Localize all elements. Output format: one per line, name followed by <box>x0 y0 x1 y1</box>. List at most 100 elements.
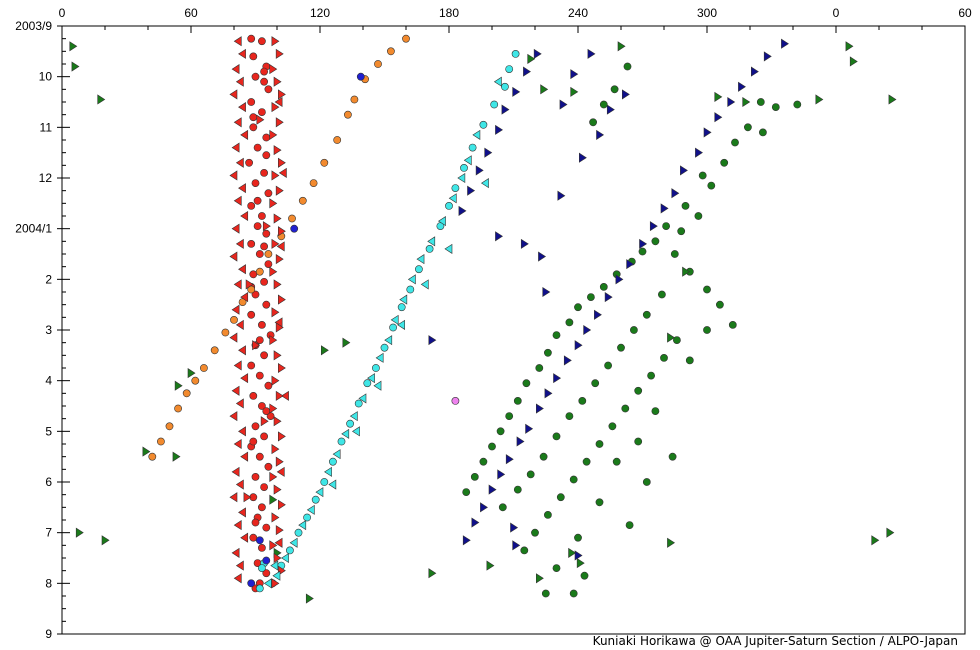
data-marker-left-cyan <box>298 520 307 531</box>
data-point-red <box>249 437 258 446</box>
data-marker-right-navy <box>604 292 613 303</box>
data-marker-right-green <box>428 568 437 579</box>
data-point-cyan <box>479 120 488 129</box>
data-marker-right-navy <box>538 251 547 262</box>
data-point-red <box>260 67 268 76</box>
data-point-red <box>247 310 256 319</box>
data-point-green <box>673 336 681 344</box>
data-marker-right-red <box>275 254 284 265</box>
data-marker-left-red <box>240 451 249 462</box>
axis-ticks: 0 60 120 180 240 300 0 60 2003/9 10 11 12 2004/1 2 3 4 5… <box>15 6 972 641</box>
data-marker-right-green <box>886 527 895 538</box>
data-point-green <box>731 138 739 147</box>
data-marker-left-red <box>238 426 246 437</box>
data-point-red <box>249 113 258 122</box>
data-marker-left-red <box>229 170 238 181</box>
data-point-cyan <box>460 163 468 172</box>
data-marker-left-red <box>235 398 244 409</box>
data-marker-left-red <box>231 64 240 75</box>
data-marker-right-red <box>269 198 278 209</box>
data-marker-left-cyan <box>306 504 315 515</box>
data-point-red <box>257 503 266 512</box>
data-point-green <box>488 442 496 451</box>
data-marker-left-cyan <box>375 352 384 363</box>
data-point-green <box>522 379 531 388</box>
data-point-green <box>580 571 589 580</box>
data-point-green <box>544 348 552 357</box>
data-point-green <box>604 361 612 370</box>
data-marker-right-navy <box>525 423 534 434</box>
data-marker-right-green <box>682 266 691 277</box>
data-marker-right-red <box>275 48 284 59</box>
data-point-orange <box>230 315 238 324</box>
data-marker-right-red <box>269 129 278 140</box>
data-marker-right-red <box>273 552 282 564</box>
data-point-red <box>249 270 258 279</box>
data-marker-right-green <box>101 535 110 546</box>
data-point-cyan <box>337 437 346 446</box>
data-marker-right-navy <box>615 274 624 285</box>
data-point-red <box>262 569 271 578</box>
data-point-red <box>260 277 268 286</box>
data-point-green <box>556 493 565 502</box>
data-marker-left-cyan <box>263 578 272 589</box>
data-marker-left-red <box>240 210 249 222</box>
data-marker-right-red <box>277 89 286 100</box>
data-point-green <box>591 379 600 388</box>
data-marker-left-red <box>238 48 246 59</box>
data-point-orange <box>191 376 200 385</box>
data-marker-right-green <box>69 41 78 52</box>
data-marker-left-cyan <box>416 254 425 265</box>
data-marker-left-cyan <box>472 129 481 140</box>
data-marker-right-red <box>269 403 278 414</box>
data-marker-left-red <box>276 466 285 477</box>
data-point-green <box>642 310 651 319</box>
data-marker-left-cyan <box>367 373 375 384</box>
data-marker-right-navy <box>544 388 553 399</box>
data-marker-left-cyan <box>493 76 502 87</box>
data-marker-right-navy <box>563 355 572 366</box>
data-point-red <box>262 151 271 160</box>
data-marker-right-navy <box>542 286 551 298</box>
data-marker-right-navy <box>553 373 562 384</box>
data-point-cyan <box>380 343 389 352</box>
data-point-cyan <box>255 584 264 593</box>
data-point-green <box>638 247 647 256</box>
data-marker-right-red <box>273 350 282 361</box>
data-marker-left-cyan <box>315 487 324 498</box>
data-point-green <box>569 475 578 484</box>
x-tick-label: 120 <box>310 6 330 20</box>
data-point-green <box>462 488 471 496</box>
data-marker-right-green <box>568 547 577 558</box>
data-marker-right-green <box>845 41 854 52</box>
data-marker-left-cyan <box>324 466 332 477</box>
data-point-orange <box>255 267 264 276</box>
data-point-green <box>496 427 505 436</box>
data-point-red <box>247 201 256 210</box>
data-marker-left-cyan <box>358 393 367 404</box>
data-marker-right-navy <box>781 38 789 49</box>
y-tick-label: 10 <box>39 70 53 84</box>
data-marker-right-navy <box>428 335 437 346</box>
data-marker-left-cyan <box>427 236 436 247</box>
data-marker-right-red <box>275 525 284 536</box>
data-marker-right-red <box>269 266 278 277</box>
data-point-red <box>260 432 268 441</box>
data-marker-right-navy <box>516 436 525 447</box>
data-point-green <box>720 158 729 167</box>
data-point-green <box>589 118 597 127</box>
data-marker-left-cyan <box>332 449 341 460</box>
data-marker-left-red <box>240 129 249 140</box>
y-tick-label: 8 <box>45 576 52 590</box>
data-point-cyan <box>414 265 423 274</box>
data-point-orange <box>288 214 296 223</box>
data-point-red <box>262 229 271 238</box>
data-marker-left-cyan <box>444 243 453 254</box>
data-point-green <box>595 498 604 507</box>
data-marker-left-red <box>240 373 249 384</box>
data-marker-right-green <box>667 332 676 343</box>
data-point-orange <box>182 389 191 398</box>
data-marker-right-navy <box>714 112 723 123</box>
data-point-green <box>677 227 686 236</box>
